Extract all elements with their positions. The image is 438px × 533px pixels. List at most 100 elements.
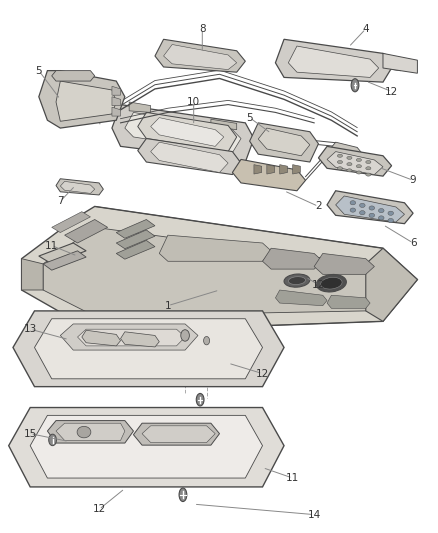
Polygon shape — [60, 324, 198, 350]
Ellipse shape — [203, 336, 209, 345]
Text: 11: 11 — [286, 473, 299, 483]
Ellipse shape — [349, 208, 355, 212]
Ellipse shape — [180, 330, 189, 341]
Polygon shape — [365, 248, 417, 321]
Ellipse shape — [365, 167, 370, 170]
Polygon shape — [56, 423, 124, 440]
Polygon shape — [150, 118, 223, 147]
Polygon shape — [326, 151, 382, 175]
Ellipse shape — [346, 156, 351, 159]
Polygon shape — [138, 112, 236, 151]
Ellipse shape — [346, 169, 351, 172]
Text: 12: 12 — [384, 86, 397, 96]
Ellipse shape — [49, 434, 57, 446]
Polygon shape — [120, 332, 159, 347]
Ellipse shape — [196, 393, 204, 406]
Polygon shape — [262, 248, 322, 269]
Polygon shape — [112, 86, 120, 95]
Text: 13: 13 — [24, 324, 37, 334]
Polygon shape — [116, 230, 155, 249]
Polygon shape — [129, 102, 150, 112]
Ellipse shape — [356, 158, 360, 161]
Polygon shape — [21, 206, 417, 332]
Polygon shape — [275, 39, 391, 82]
Polygon shape — [258, 128, 309, 156]
Ellipse shape — [387, 211, 392, 215]
Text: 5: 5 — [246, 112, 252, 123]
Polygon shape — [52, 71, 95, 81]
Text: 15: 15 — [24, 429, 37, 439]
Ellipse shape — [346, 163, 351, 166]
Polygon shape — [159, 235, 271, 261]
Text: 1: 1 — [164, 301, 171, 311]
Polygon shape — [116, 240, 155, 259]
Polygon shape — [163, 45, 236, 70]
Text: 14: 14 — [307, 510, 320, 520]
Polygon shape — [52, 212, 90, 232]
Text: 11: 11 — [45, 240, 58, 251]
Ellipse shape — [368, 206, 374, 210]
Polygon shape — [266, 165, 274, 174]
Polygon shape — [64, 220, 107, 243]
Polygon shape — [314, 254, 374, 274]
Text: 12: 12 — [311, 280, 324, 290]
Ellipse shape — [337, 167, 342, 170]
Polygon shape — [60, 181, 95, 193]
Polygon shape — [43, 228, 386, 316]
Polygon shape — [30, 415, 262, 478]
Polygon shape — [21, 259, 43, 290]
Polygon shape — [116, 220, 155, 238]
Polygon shape — [210, 119, 236, 130]
Text: 12: 12 — [255, 369, 268, 378]
Ellipse shape — [349, 201, 355, 205]
Text: 8: 8 — [198, 24, 205, 34]
Polygon shape — [279, 165, 287, 174]
Polygon shape — [155, 39, 245, 72]
Ellipse shape — [387, 219, 392, 223]
Ellipse shape — [179, 488, 187, 502]
Ellipse shape — [356, 171, 360, 174]
Polygon shape — [335, 196, 403, 222]
Polygon shape — [133, 423, 219, 445]
Ellipse shape — [365, 173, 370, 176]
Ellipse shape — [337, 160, 342, 164]
Ellipse shape — [77, 426, 91, 438]
Polygon shape — [292, 165, 300, 174]
Ellipse shape — [365, 160, 370, 164]
Polygon shape — [43, 251, 86, 270]
Polygon shape — [288, 46, 378, 77]
Ellipse shape — [283, 274, 309, 287]
Ellipse shape — [356, 165, 360, 168]
Polygon shape — [112, 104, 253, 162]
Ellipse shape — [316, 274, 346, 292]
Polygon shape — [382, 53, 417, 73]
Ellipse shape — [378, 208, 383, 213]
Ellipse shape — [337, 154, 342, 157]
Polygon shape — [318, 147, 391, 176]
Text: 6: 6 — [409, 238, 416, 248]
Polygon shape — [56, 81, 116, 122]
Ellipse shape — [359, 211, 364, 215]
Text: 7: 7 — [57, 196, 64, 206]
Ellipse shape — [288, 277, 305, 285]
Ellipse shape — [378, 216, 383, 220]
Text: 4: 4 — [362, 24, 368, 34]
Polygon shape — [138, 139, 240, 175]
Polygon shape — [78, 329, 185, 346]
Text: 9: 9 — [409, 175, 416, 185]
Polygon shape — [142, 426, 215, 442]
Polygon shape — [39, 243, 86, 264]
Polygon shape — [253, 165, 261, 174]
Polygon shape — [124, 112, 240, 152]
Text: 5: 5 — [35, 66, 42, 76]
Polygon shape — [13, 311, 283, 386]
Polygon shape — [331, 142, 360, 157]
Text: 10: 10 — [187, 97, 200, 107]
Text: 2: 2 — [314, 201, 321, 212]
Ellipse shape — [368, 213, 374, 217]
Polygon shape — [35, 319, 262, 379]
Polygon shape — [275, 290, 326, 306]
Polygon shape — [39, 71, 124, 128]
Ellipse shape — [359, 203, 364, 207]
Ellipse shape — [320, 277, 341, 289]
